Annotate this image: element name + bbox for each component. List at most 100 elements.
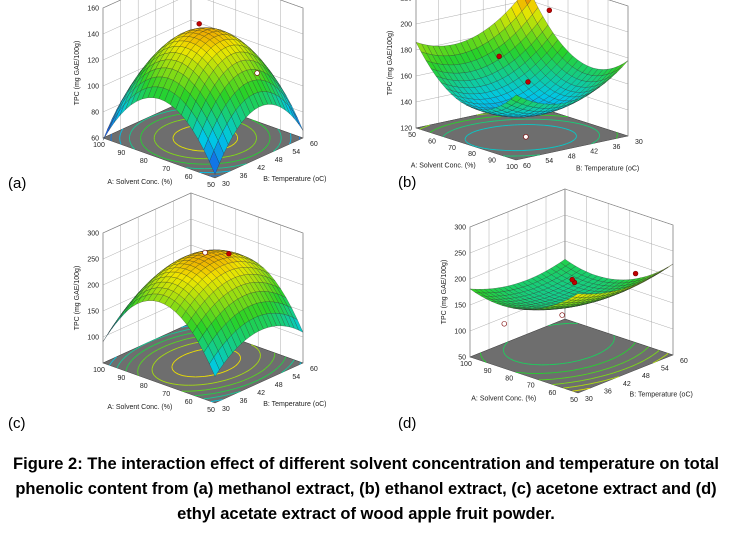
contour-segment [201,394,207,396]
contour-segment [238,353,241,357]
contour-segment [144,348,148,351]
contour-segment [579,123,584,126]
contour-segment [110,360,114,364]
design-points [196,21,260,76]
contour-segment [273,355,276,359]
contour-segment [261,148,265,152]
contour-segment [466,141,469,144]
x-tick-label: 90 [118,375,126,382]
contour-segment [179,330,183,332]
contour-segment [591,377,597,380]
z-tick-label: 160 [87,6,99,13]
contour-segment [240,163,246,166]
contour-segment [489,120,495,123]
contour-segment [261,377,264,379]
y-tick-label: 48 [568,153,576,160]
contour-segment [626,359,631,362]
contour-segment [475,129,480,132]
contour-segment [240,158,246,161]
contour-segment [189,343,192,345]
contour-segment [621,351,625,355]
x-tick-label: 50 [207,407,215,414]
contour-segment [232,165,236,168]
contour-segment [258,378,262,381]
design-point [226,251,232,257]
contour-segment [162,149,167,152]
response-surface [469,259,674,311]
contour-segment [289,141,291,145]
contour-segment [585,383,591,386]
contour-segment [184,333,190,336]
contour-segment [577,388,584,391]
contour-segment [479,121,485,124]
contour-segment [231,387,236,391]
contour-segment [506,341,508,343]
contour-segment [161,354,165,357]
z-tick-label: 150 [454,303,466,310]
contour-segment [117,363,120,366]
contour-segment [243,384,248,387]
contour-segment [126,366,129,369]
x-tick-label: 70 [162,166,170,173]
contour-segment [465,119,470,122]
contour-segment [226,389,232,392]
x-tick-label: 90 [484,368,492,375]
surface-plot-c: 50 60 70 80 90 100 30 36 42 48 54 60 100 150 200 250 300… [74,192,326,414]
y-tick-label: 42 [590,149,598,156]
contour-segment [255,152,260,155]
contour-segment [267,142,270,145]
contour-segment [638,352,643,355]
contour-segment [594,353,599,357]
contour-segment [176,357,180,360]
x-tick-label: 80 [140,158,148,165]
contour-segment [221,390,227,393]
contour-segment [504,342,508,345]
contour-segment [235,351,239,355]
contour-segment [643,348,647,352]
contour-segment [503,344,506,347]
contour-segment [127,363,130,366]
contour-segment [613,376,619,379]
contour-segment [224,166,231,169]
contour-segment [613,365,617,367]
contour-segment [503,352,506,356]
z-axis-label: TPC (mg GAE/100g) [74,266,81,331]
contour-segment [130,129,134,132]
z-tick-label: 250 [454,251,466,258]
contour-segment [153,374,156,377]
contour-segment [590,371,596,374]
contour-segment [166,122,170,126]
contour-segment [122,356,126,360]
contour-segment [630,357,634,360]
contour-segment [251,119,256,122]
contour-segment [132,126,135,130]
contour-segment [600,374,606,377]
contour-segment [251,129,255,132]
contour-segment [278,131,281,133]
contour-segment [223,385,228,388]
contour-segment [572,131,575,134]
contour-segment [267,364,270,368]
contour-segment [141,119,145,122]
contour-segment [128,361,131,365]
design-point [254,70,260,76]
contour-segment [173,360,176,363]
contour-segment [612,356,616,360]
x-tick-label: 70 [162,391,170,398]
contour-segment [460,120,466,123]
contour-segment [147,346,151,349]
contour-segment [119,141,122,144]
contour-segment [178,145,181,147]
contour-segment [565,128,570,131]
contour-segment [180,127,184,131]
contour-segment [167,115,172,118]
contour-segment [608,366,613,369]
contour-segment [238,359,241,363]
contour-segment [238,373,243,377]
contour-segment [173,331,179,334]
contour-segment [230,376,235,379]
x-tick-label: 70 [527,383,535,390]
design-point [523,134,529,140]
contour-segment [157,127,161,131]
contour-segment [574,368,579,371]
